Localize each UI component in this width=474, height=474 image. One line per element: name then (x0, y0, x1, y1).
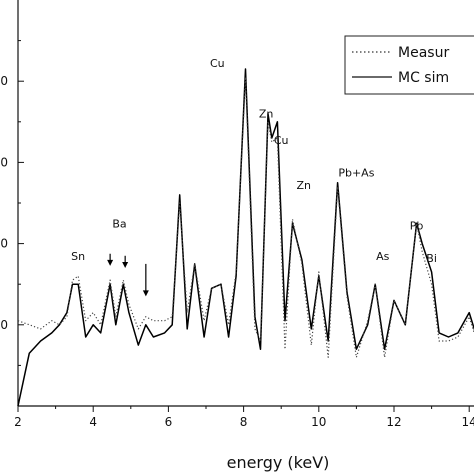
peak-annotation: Zn (259, 108, 274, 121)
peak-annotation: Ba (112, 217, 126, 230)
x-axis-title: energy (keV) (227, 453, 330, 472)
series-measured-line (17, 76, 474, 358)
x-tick-label: 8 (240, 415, 248, 429)
y-tick-label: 0 (0, 318, 8, 332)
legend-mc-label: MC sim (398, 70, 449, 86)
peak-annotation: Zn (297, 179, 312, 192)
y-tick-label: 0 (0, 237, 8, 251)
x-tick-label: 2 (14, 415, 22, 429)
legend-measured-label: Measur (398, 45, 449, 61)
x-tick-label: 6 (165, 415, 173, 429)
axes-layer: 2468101214161820222426280000 (0, 0, 474, 429)
y-tick-label: 0 (0, 74, 8, 88)
x-tick-label: 10 (311, 415, 326, 429)
peak-annotation: Pb+As (338, 167, 374, 180)
peak-annotation: Pb (410, 219, 424, 232)
arrow-head (122, 261, 129, 268)
peak-annotation: Cu (274, 134, 289, 147)
y-tick-label: 0 (0, 155, 8, 169)
arrow-layer (107, 253, 149, 297)
x-tick-label: 12 (386, 415, 401, 429)
arrow-head (107, 259, 114, 266)
series-mc-line (17, 68, 474, 407)
legend-box (344, 35, 474, 95)
peak-annotation: Sn (71, 250, 85, 263)
peak-annotation: As (376, 250, 390, 263)
x-tick-label: 14 (462, 415, 474, 429)
legend: Measur MC sim (344, 35, 474, 95)
peak-annotation: Cu (210, 57, 225, 70)
series-layer (17, 68, 474, 407)
arrow-head (142, 290, 149, 297)
x-tick-label: 4 (89, 415, 97, 429)
peak-annotation: Bi (426, 252, 437, 265)
